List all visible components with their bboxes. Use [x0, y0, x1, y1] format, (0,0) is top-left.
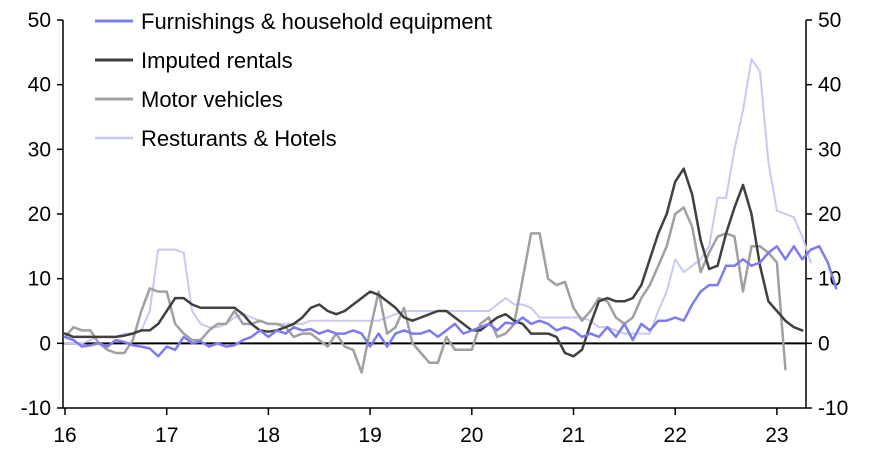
series-lines [63, 57, 838, 374]
y-tick-label-right: 20 [818, 203, 841, 226]
legend-label: Motor vehicles [141, 87, 283, 112]
x-tick-label: 17 [155, 424, 178, 447]
y-tick-label-left: 20 [28, 203, 51, 226]
y-tick-label-left: -10 [21, 397, 51, 420]
y-tick-label-right: -10 [818, 397, 848, 420]
y-tick-label-right: 30 [818, 138, 841, 161]
legend: Furnishings & household equipment Imputed… [95, 9, 492, 151]
legend-label: Furnishings & household equipment [141, 9, 492, 34]
x-tick-label: 23 [765, 424, 788, 447]
x-tick-label: 20 [460, 424, 483, 447]
y-tick-label-right: 0 [818, 332, 830, 355]
y-tick-label-left: 50 [28, 9, 51, 32]
x-tick-label: 21 [562, 424, 585, 447]
y-tick-label-left: 0 [39, 332, 51, 355]
series-line-2 [63, 167, 804, 358]
series-line-1 [63, 245, 838, 358]
x-tick-label: 19 [358, 424, 381, 447]
y-tick-label-right: 50 [818, 9, 841, 32]
series-line-3 [63, 206, 787, 374]
y-tick-label-left: 10 [28, 268, 51, 291]
y-tick-label-left: 30 [28, 138, 51, 161]
x-tick-label: 16 [53, 424, 76, 447]
x-tick-label: 18 [257, 424, 280, 447]
legend-label: Imputed rentals [141, 48, 293, 73]
y-tick-label-right: 40 [818, 74, 841, 97]
y-tick-label-left: 40 [28, 74, 51, 97]
x-tick-label: 22 [664, 424, 687, 447]
legend-label: Resturants & Hotels [141, 126, 337, 151]
